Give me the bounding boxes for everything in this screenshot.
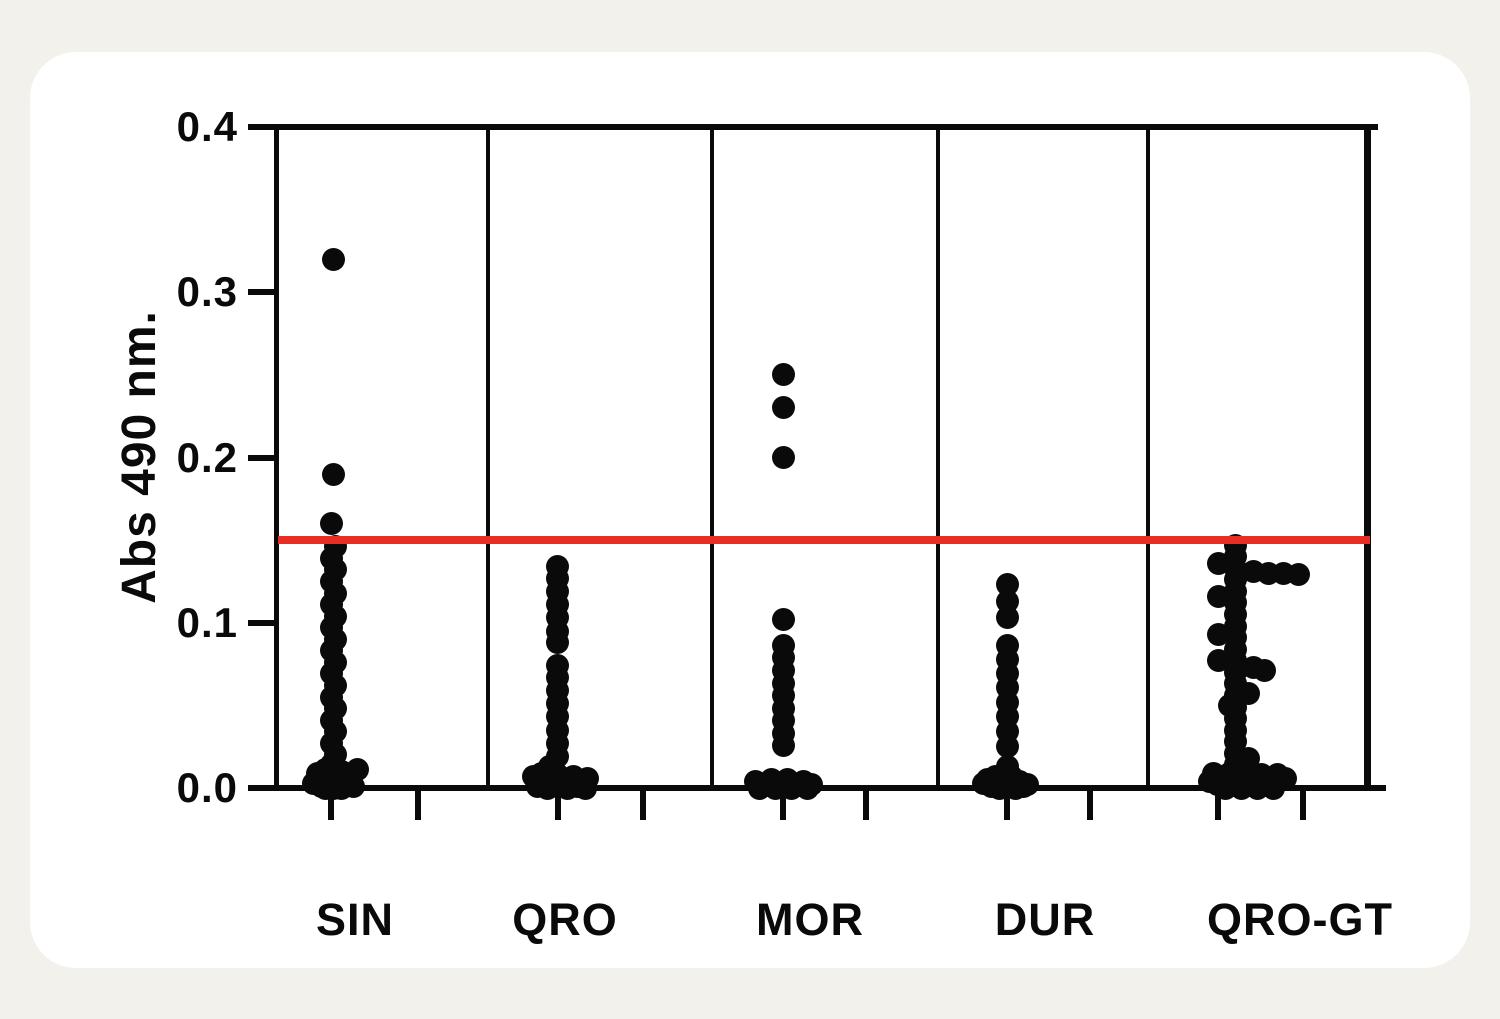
x-axis-tick [1215, 788, 1221, 820]
y-axis-tick-label: 0.2 [176, 433, 238, 481]
data-point [1261, 776, 1285, 800]
figure-card [30, 52, 1470, 968]
data-point [1206, 622, 1230, 646]
x-axis-label: MOR [756, 894, 864, 945]
data-point [1252, 659, 1276, 683]
y-axis-tick-label: 0.0 [176, 764, 238, 811]
data-point [795, 776, 819, 800]
data-point [1206, 649, 1230, 673]
data-point [321, 462, 345, 486]
data-point [545, 631, 569, 655]
data-point [1015, 773, 1039, 797]
panel-divider [486, 127, 490, 788]
x-axis-tick [640, 788, 646, 820]
data-point [319, 512, 343, 536]
x-axis-tick [863, 788, 869, 820]
y-axis-tick [248, 289, 278, 296]
y-axis-tick [248, 454, 278, 461]
x-axis-tick [780, 788, 786, 820]
data-point [321, 247, 345, 271]
x-axis-tick [1087, 788, 1093, 820]
x-axis-label: SIN [315, 894, 394, 945]
x-axis-label: QRO [512, 894, 618, 945]
data-point [1217, 693, 1241, 717]
data-point [771, 733, 795, 757]
data-point [1197, 769, 1221, 793]
x-axis-tick [555, 788, 561, 820]
x-axis-tick [328, 788, 334, 820]
y-axis-tick [248, 619, 278, 626]
y-axis-tick-label: 0.4 [176, 103, 238, 150]
data-point [771, 396, 795, 420]
x-axis-tick [1300, 788, 1306, 820]
data-point [573, 776, 597, 800]
plot-right-border [1364, 127, 1371, 788]
data-point [1236, 682, 1260, 706]
panel-divider [710, 127, 714, 788]
data-point [971, 771, 995, 795]
data-point [995, 606, 1019, 630]
panel-divider [936, 127, 940, 788]
y-axis-tick [248, 124, 278, 130]
data-point [771, 607, 795, 631]
plot-top-border [252, 124, 1378, 130]
x-axis-tick [1004, 788, 1010, 820]
data-point [771, 774, 795, 798]
x-axis-tick [415, 788, 421, 820]
data-point [771, 446, 795, 469]
data-point [995, 735, 1019, 759]
data-point [1206, 584, 1230, 608]
data-point [1286, 563, 1310, 587]
y-axis-tick-label: 0.1 [176, 598, 238, 646]
panel-divider [1146, 127, 1150, 788]
cutoff-line [278, 536, 1370, 545]
x-axis-label: QRO-GT [1207, 894, 1393, 945]
data-point [1206, 551, 1230, 575]
y-axis-tick-label: 0.3 [176, 268, 238, 316]
data-point [329, 776, 353, 800]
x-axis-label: DUR [994, 894, 1096, 945]
data-point [771, 363, 795, 387]
